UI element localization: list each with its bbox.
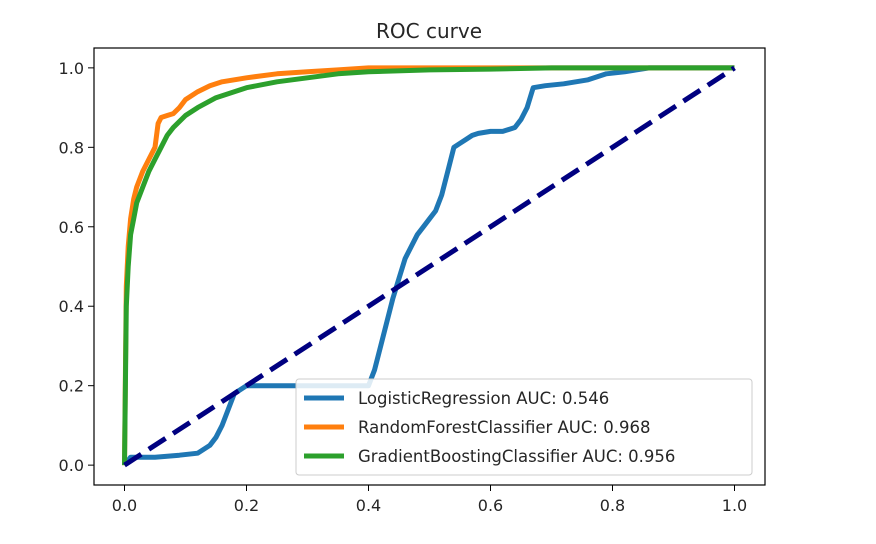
y-tick-label: 0.4 [59,297,84,316]
legend: LogisticRegression AUC: 0.546 RandomFores… [295,378,753,476]
legend-label-1: RandomForestClassifier AUC: 0.968 [358,418,650,437]
legend-label-0: LogisticRegression AUC: 0.546 [358,389,609,408]
series-line-2 [122,65,735,466]
legend-box [295,378,753,476]
x-tick-label: 1.0 [722,496,747,515]
y-tick-label: 0.2 [59,377,84,396]
y-axis: 0.0 0.2 0.4 0.6 0.8 1.0 [59,59,94,475]
y-tick-label: 0.6 [59,218,84,237]
series-line-0 [122,65,735,467]
x-tick-label: 0.8 [600,496,625,515]
legend-label-2: GradientBoostingClassifier AUC: 0.956 [358,447,675,466]
series-line-1 [122,65,735,466]
y-tick-label: 0.8 [59,138,84,157]
chart-title: ROC curve [376,19,482,43]
x-tick-label: 0.4 [356,496,381,515]
plot-frame [93,47,766,486]
y-tick-label: 1.0 [59,59,84,78]
x-axis: 0.0 0.2 0.4 0.6 0.8 1.0 [112,485,747,515]
y-tick-label: 0.0 [59,456,84,475]
reference-diagonal-line [123,65,736,468]
x-tick-label: 0.0 [112,496,137,515]
x-tick-label: 0.6 [478,496,503,515]
x-tick-label: 0.2 [234,496,259,515]
plot-area [122,65,736,468]
